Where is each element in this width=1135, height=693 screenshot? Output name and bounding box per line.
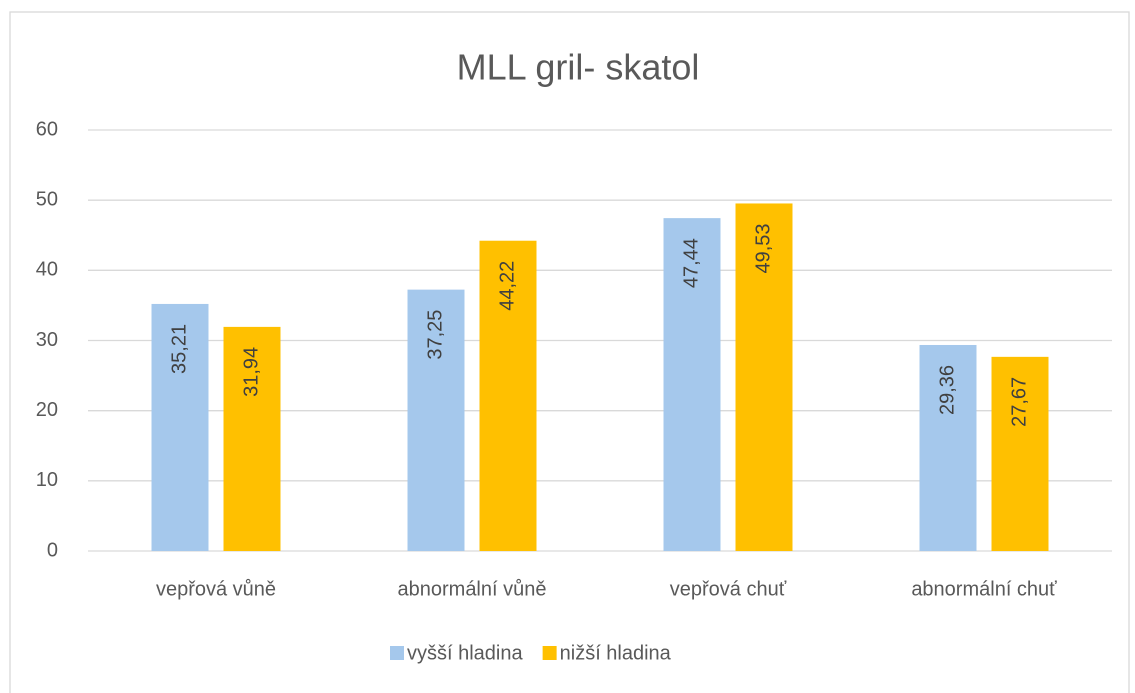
legend-swatch	[542, 646, 557, 660]
bar	[919, 344, 977, 551]
x-tick-label: abnormální chuť	[911, 578, 1057, 600]
legend-swatch	[390, 646, 404, 660]
legend-label: nižší hladina	[560, 642, 672, 664]
bar	[479, 240, 537, 551]
bar	[407, 289, 465, 551]
y-tick-label: 50	[36, 188, 58, 210]
bar	[735, 203, 793, 552]
data-label: 49,53	[752, 223, 774, 273]
y-tick-label: 0	[47, 539, 58, 561]
y-tick-label: 20	[36, 399, 58, 421]
bar	[223, 326, 281, 551]
y-tick-label: 40	[36, 259, 58, 281]
bar	[151, 303, 209, 551]
data-label: 29,36	[936, 365, 958, 415]
data-label: 31,94	[240, 347, 262, 397]
x-tick-label: abnormální vůně	[398, 578, 547, 600]
y-tick-label: 60	[36, 118, 58, 140]
data-label: 37,25	[424, 310, 446, 360]
data-label: 27,67	[1008, 377, 1030, 427]
bar	[663, 218, 721, 551]
legend-label: vyšší hladina	[407, 642, 523, 664]
y-tick-label: 10	[36, 469, 58, 491]
x-tick-label: vepřová vůně	[156, 578, 276, 600]
chart-title: MLL gril- skatol	[457, 47, 700, 88]
bar	[991, 356, 1049, 551]
data-label: 47,44	[680, 238, 702, 288]
x-tick-label: vepřová chuť	[670, 578, 787, 600]
y-tick-label: 30	[36, 329, 58, 351]
data-label: 44,22	[496, 261, 518, 311]
data-label: 35,21	[168, 324, 190, 374]
